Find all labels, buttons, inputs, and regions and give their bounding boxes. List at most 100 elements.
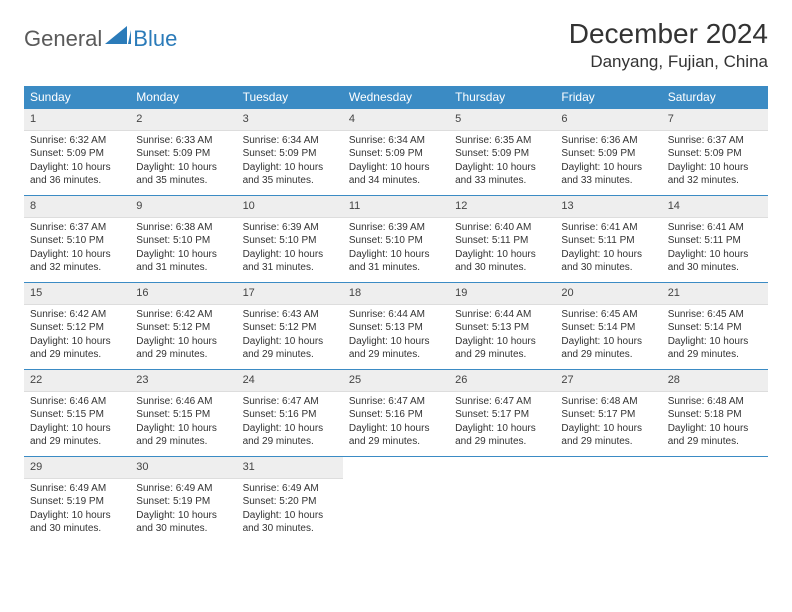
daylight-line: Daylight: 10 hours and 31 minutes. — [349, 248, 443, 275]
week-row: 1Sunrise: 6:32 AMSunset: 5:09 PMDaylight… — [24, 108, 768, 195]
calendar: SundayMondayTuesdayWednesdayThursdayFrid… — [24, 86, 768, 543]
sunset-line: Sunset: 5:17 PM — [561, 408, 655, 422]
weekday-header-cell: Saturday — [662, 86, 768, 108]
day-body: Sunrise: 6:47 AMSunset: 5:17 PMDaylight:… — [449, 392, 555, 455]
day-cell: 2Sunrise: 6:33 AMSunset: 5:09 PMDaylight… — [130, 109, 236, 195]
weekday-header-cell: Monday — [130, 86, 236, 108]
day-cell: 9Sunrise: 6:38 AMSunset: 5:10 PMDaylight… — [130, 196, 236, 282]
day-body: Sunrise: 6:36 AMSunset: 5:09 PMDaylight:… — [555, 131, 661, 194]
day-body: Sunrise: 6:38 AMSunset: 5:10 PMDaylight:… — [130, 218, 236, 281]
day-body: Sunrise: 6:45 AMSunset: 5:14 PMDaylight:… — [555, 305, 661, 368]
daylight-line: Daylight: 10 hours and 32 minutes. — [668, 161, 762, 188]
day-number: 8 — [24, 196, 130, 218]
weekday-header-cell: Tuesday — [237, 86, 343, 108]
sunrise-line: Sunrise: 6:44 AM — [455, 308, 549, 322]
daylight-line: Daylight: 10 hours and 31 minutes. — [243, 248, 337, 275]
day-cell: 3Sunrise: 6:34 AMSunset: 5:09 PMDaylight… — [237, 109, 343, 195]
day-body: Sunrise: 6:33 AMSunset: 5:09 PMDaylight:… — [130, 131, 236, 194]
day-number: 23 — [130, 370, 236, 392]
sunset-line: Sunset: 5:19 PM — [136, 495, 230, 509]
daylight-line: Daylight: 10 hours and 29 minutes. — [243, 335, 337, 362]
logo: General Blue — [24, 24, 177, 54]
sunset-line: Sunset: 5:09 PM — [668, 147, 762, 161]
sunrise-line: Sunrise: 6:45 AM — [561, 308, 655, 322]
sunset-line: Sunset: 5:11 PM — [561, 234, 655, 248]
daylight-line: Daylight: 10 hours and 29 minutes. — [561, 422, 655, 449]
day-body: Sunrise: 6:48 AMSunset: 5:17 PMDaylight:… — [555, 392, 661, 455]
day-cell: 21Sunrise: 6:45 AMSunset: 5:14 PMDayligh… — [662, 283, 768, 369]
week-row: 22Sunrise: 6:46 AMSunset: 5:15 PMDayligh… — [24, 369, 768, 456]
sunset-line: Sunset: 5:10 PM — [243, 234, 337, 248]
day-body: Sunrise: 6:46 AMSunset: 5:15 PMDaylight:… — [130, 392, 236, 455]
sunset-line: Sunset: 5:12 PM — [30, 321, 124, 335]
daylight-line: Daylight: 10 hours and 29 minutes. — [136, 335, 230, 362]
sunset-line: Sunset: 5:11 PM — [668, 234, 762, 248]
sunset-line: Sunset: 5:17 PM — [455, 408, 549, 422]
daylight-line: Daylight: 10 hours and 33 minutes. — [455, 161, 549, 188]
week-row: 29Sunrise: 6:49 AMSunset: 5:19 PMDayligh… — [24, 456, 768, 543]
day-body: Sunrise: 6:41 AMSunset: 5:11 PMDaylight:… — [662, 218, 768, 281]
day-number: 1 — [24, 109, 130, 131]
header: General Blue December 2024 Danyang, Fuji… — [24, 18, 768, 72]
day-cell: 24 Sunrise: 6:47 AMSunset: 5:16 PMDayligh… — [237, 370, 343, 456]
day-number: 31 — [237, 457, 343, 479]
sunrise-line: Sunrise: 6:40 AM — [455, 221, 549, 235]
sunset-line: Sunset: 5:19 PM — [30, 495, 124, 509]
location: Danyang, Fujian, China — [569, 52, 768, 72]
day-cell: 14Sunrise: 6:41 AMSunset: 5:11 PMDayligh… — [662, 196, 768, 282]
day-number: 18 — [343, 283, 449, 305]
daylight-line: Daylight: 10 hours and 32 minutes. — [30, 248, 124, 275]
daylight-line: Daylight: 10 hours and 29 minutes. — [561, 335, 655, 362]
sunrise-line: Sunrise: 6:49 AM — [30, 482, 124, 496]
sunrise-line: Sunrise: 6:42 AM — [136, 308, 230, 322]
logo-sail-icon — [105, 24, 131, 44]
day-number: 17 — [237, 283, 343, 305]
day-body: Sunrise: 6:45 AMSunset: 5:14 PMDaylight:… — [662, 305, 768, 368]
sunset-line: Sunset: 5:16 PM — [243, 408, 337, 422]
day-number: 11 — [343, 196, 449, 218]
day-number: 5 — [449, 109, 555, 131]
sunset-line: Sunset: 5:12 PM — [136, 321, 230, 335]
daylight-line: Daylight: 10 hours and 30 minutes. — [243, 509, 337, 536]
daylight-line: Daylight: 10 hours and 35 minutes. — [243, 161, 337, 188]
day-body: Sunrise: 6:44 AMSunset: 5:13 PMDaylight:… — [449, 305, 555, 368]
day-body: Sunrise: 6:49 AMSunset: 5:19 PMDaylight:… — [24, 479, 130, 542]
sunset-line: Sunset: 5:09 PM — [30, 147, 124, 161]
day-number: 22 — [24, 370, 130, 392]
sunset-line: Sunset: 5:13 PM — [455, 321, 549, 335]
day-body: Sunrise: 6:39 AMSunset: 5:10 PMDaylight:… — [343, 218, 449, 281]
day-number: 29 — [24, 457, 130, 479]
sunrise-line: Sunrise: 6:45 AM — [668, 308, 762, 322]
daylight-line: Daylight: 10 hours and 30 minutes. — [30, 509, 124, 536]
day-body: Sunrise: 6:46 AMSunset: 5:15 PMDaylight:… — [24, 392, 130, 455]
sunrise-line: Sunrise: 6:43 AM — [243, 308, 337, 322]
day-number: 30 — [130, 457, 236, 479]
day-cell: 8Sunrise: 6:37 AMSunset: 5:10 PMDaylight… — [24, 196, 130, 282]
daylight-line: Daylight: 10 hours and 29 minutes. — [243, 422, 337, 449]
sunrise-line: Sunrise: 6:47 AM — [243, 395, 337, 409]
sunrise-line: Sunrise: 6:33 AM — [136, 134, 230, 148]
day-number: 10 — [237, 196, 343, 218]
day-cell: 6Sunrise: 6:36 AMSunset: 5:09 PMDaylight… — [555, 109, 661, 195]
day-body: Sunrise: 6:37 AMSunset: 5:10 PMDaylight:… — [24, 218, 130, 281]
sunset-line: Sunset: 5:10 PM — [30, 234, 124, 248]
sunset-line: Sunset: 5:09 PM — [561, 147, 655, 161]
empty-cell — [343, 457, 449, 543]
sunrise-line: Sunrise: 6:46 AM — [30, 395, 124, 409]
day-number: 7 — [662, 109, 768, 131]
day-number: 6 — [555, 109, 661, 131]
sunrise-line: Sunrise: 6:35 AM — [455, 134, 549, 148]
day-number: 24 — [237, 370, 343, 392]
sunrise-line: Sunrise: 6:47 AM — [349, 395, 443, 409]
sunrise-line: Sunrise: 6:32 AM — [30, 134, 124, 148]
daylight-line: Daylight: 10 hours and 34 minutes. — [349, 161, 443, 188]
weekday-header-cell: Sunday — [24, 86, 130, 108]
sunrise-line: Sunrise: 6:49 AM — [243, 482, 337, 496]
day-number: 14 — [662, 196, 768, 218]
sunset-line: Sunset: 5:10 PM — [136, 234, 230, 248]
logo-text-general: General — [24, 26, 102, 52]
day-cell: 19Sunrise: 6:44 AMSunset: 5:13 PMDayligh… — [449, 283, 555, 369]
day-number: 15 — [24, 283, 130, 305]
empty-cell — [449, 457, 555, 543]
day-body: Sunrise: 6:48 AMSunset: 5:18 PMDaylight:… — [662, 392, 768, 455]
